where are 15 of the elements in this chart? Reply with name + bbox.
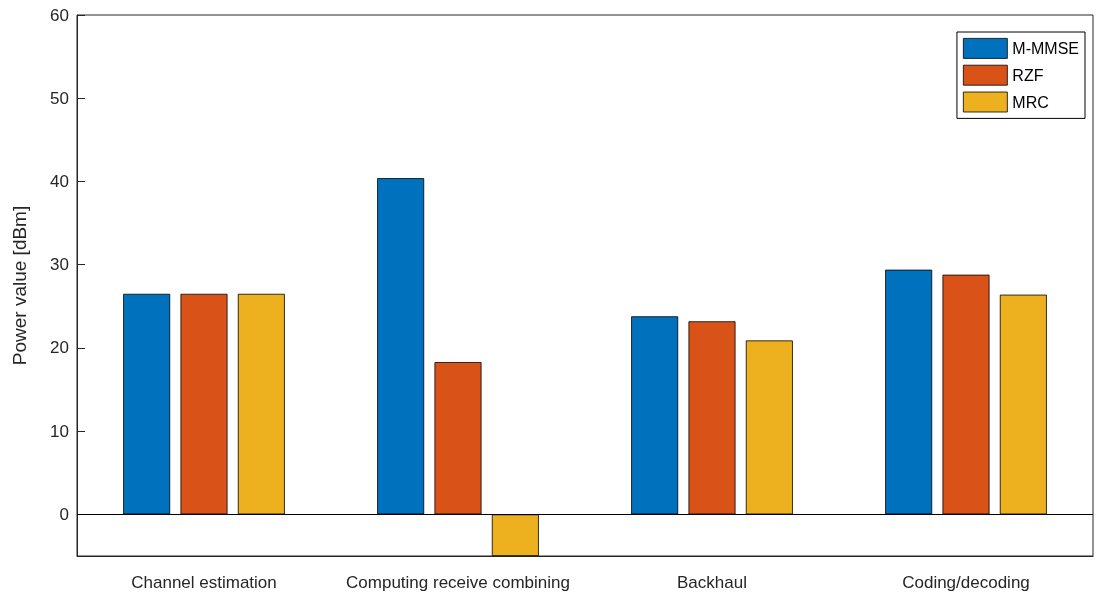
legend-label: M-MMSE — [1012, 39, 1079, 57]
y-axis-title: Power value [dBm] — [9, 205, 30, 366]
x-tick-label: Channel estimation — [131, 573, 277, 592]
y-tick-label: 30 — [50, 255, 69, 275]
y-tick-label: 50 — [50, 88, 69, 108]
y-tick-label: 0 — [59, 504, 69, 524]
y-tick-label: 60 — [50, 5, 69, 25]
legend-label: RZF — [1012, 66, 1044, 84]
x-tick-label: Backhaul — [677, 573, 747, 592]
y-tick-label: 40 — [50, 171, 69, 191]
y-tick-label: 10 — [50, 421, 69, 441]
x-tick-label: Computing receive combining — [346, 573, 570, 592]
legend-label: MRC — [1012, 93, 1049, 111]
y-tick-label: 20 — [50, 338, 69, 358]
x-tick-label: Coding/decoding — [902, 573, 1030, 592]
